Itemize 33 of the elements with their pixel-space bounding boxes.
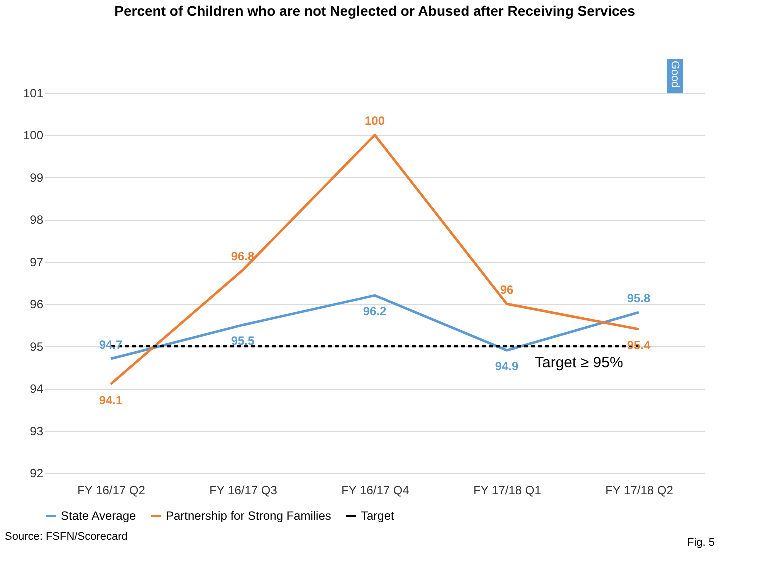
x-tick-label: FY 16/17 Q3	[210, 484, 278, 498]
y-tick-label: 101	[23, 86, 44, 100]
chart-title: Percent of Children who are not Neglected or Abused after Receiving Services	[114, 3, 636, 19]
source-note: Source: FSFN/Scorecard	[5, 531, 128, 543]
data-label: 96.8	[231, 249, 255, 264]
legend-label: Target	[361, 509, 396, 523]
data-label: 94.7	[99, 338, 123, 352]
y-tick-label: 93	[30, 424, 44, 438]
data-label: 95.4	[627, 338, 651, 352]
y-tick-label: 99	[30, 170, 44, 185]
y-tick-label: 96	[30, 298, 44, 312]
annotation: Target ≥ 95%	[535, 354, 624, 372]
data-label: 96.2	[363, 304, 387, 319]
data-label: 96	[500, 283, 514, 298]
x-tick-label: FY 16/17 Q4	[342, 484, 410, 498]
x-tick-label: FY 17/18 Q1	[474, 484, 542, 498]
data-label: 95.5	[231, 334, 255, 348]
data-label: 95.8	[627, 292, 651, 306]
y-tick-label: 100	[23, 128, 44, 143]
legend-label: State Average	[61, 509, 136, 523]
data-label: 94.1	[99, 393, 123, 408]
y-tick-label: 98	[30, 213, 44, 228]
legend-label: Partnership for Strong Families	[166, 509, 332, 523]
caption: Fig. 5	[687, 537, 715, 549]
y-tick-label: 95	[30, 340, 44, 354]
data-label: 94.9	[495, 360, 519, 374]
x-tick-label: FY 17/18 Q2	[606, 484, 674, 498]
y-tick-label: 92	[30, 466, 44, 480]
text: Good	[669, 61, 681, 88]
y-tick-label: 97	[30, 255, 44, 270]
y-tick-label: 94	[30, 382, 44, 396]
x-tick-label: FY 16/17 Q2	[78, 484, 146, 498]
data-label: 100	[364, 114, 386, 128]
